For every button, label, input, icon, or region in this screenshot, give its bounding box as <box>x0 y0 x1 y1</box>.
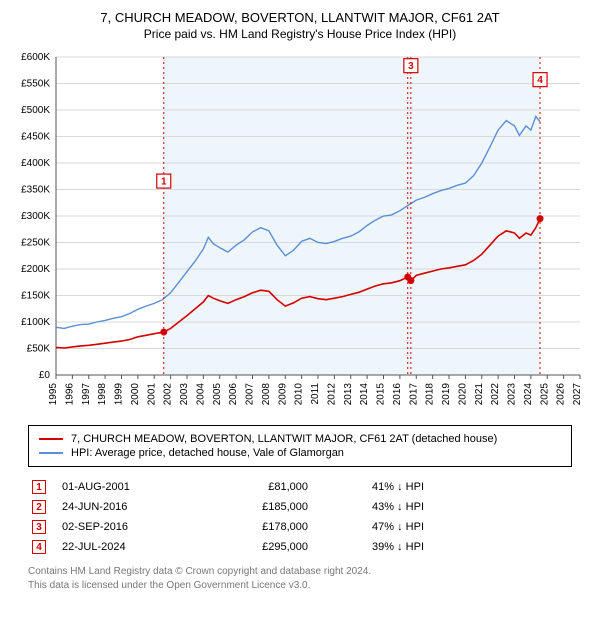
row-marker: 4 <box>32 540 46 554</box>
svg-text:2009: 2009 <box>277 383 288 406</box>
svg-text:2015: 2015 <box>376 383 387 406</box>
price-chart: £0 £50K £100K £150K £200K £250K £300K £350K £400… <box>8 51 592 411</box>
table-row: 3 02-SEP-2016 £178,000 47% ↓ HPI <box>28 517 572 537</box>
legend-swatch <box>39 438 63 440</box>
legend-swatch <box>39 452 63 454</box>
page-subtitle: Price paid vs. HM Land Registry's House … <box>8 27 592 41</box>
svg-text:£100K: £100K <box>21 317 50 328</box>
legend-item: HPI: Average price, detached house, Vale… <box>39 446 561 460</box>
table-row: 1 01-AUG-2001 £81,000 41% ↓ HPI <box>28 477 572 497</box>
svg-text:2027: 2027 <box>572 383 583 406</box>
svg-text:2006: 2006 <box>228 383 239 406</box>
svg-text:2012: 2012 <box>326 383 337 406</box>
footer-line-2: This data is licensed under the Open Gov… <box>28 579 572 593</box>
svg-text:2010: 2010 <box>294 383 305 406</box>
svg-text:£550K: £550K <box>21 79 50 90</box>
footer-attribution: Contains HM Land Registry data © Crown c… <box>28 565 572 592</box>
svg-text:2013: 2013 <box>343 383 354 406</box>
svg-text:2008: 2008 <box>261 383 272 406</box>
svg-text:2014: 2014 <box>359 383 370 406</box>
svg-text:£400K: £400K <box>21 158 50 169</box>
row-price: £185,000 <box>218 501 308 513</box>
row-price: £178,000 <box>218 521 308 533</box>
svg-text:2018: 2018 <box>425 383 436 406</box>
svg-text:2004: 2004 <box>195 383 206 406</box>
svg-text:4: 4 <box>537 75 543 86</box>
svg-text:3: 3 <box>408 61 414 72</box>
legend-item: 7, CHURCH MEADOW, BOVERTON, LLANTWIT MAJ… <box>39 432 561 446</box>
svg-text:2021: 2021 <box>474 383 485 406</box>
svg-text:2023: 2023 <box>507 383 518 406</box>
svg-text:1998: 1998 <box>97 383 108 406</box>
svg-text:2016: 2016 <box>392 383 403 406</box>
row-marker: 1 <box>32 480 46 494</box>
chart-svg: £0 £50K £100K £150K £200K £250K £300K £350K £400… <box>8 51 592 411</box>
svg-text:2020: 2020 <box>457 383 468 406</box>
svg-text:2022: 2022 <box>490 383 501 406</box>
svg-text:2011: 2011 <box>310 383 321 405</box>
svg-text:2019: 2019 <box>441 383 452 406</box>
svg-text:2026: 2026 <box>556 383 567 406</box>
legend-label: HPI: Average price, detached house, Vale… <box>71 447 344 459</box>
svg-text:£450K: £450K <box>21 132 50 143</box>
row-date: 22-JUL-2024 <box>62 541 202 553</box>
row-diff: 39% ↓ HPI <box>324 541 424 553</box>
svg-text:£300K: £300K <box>21 211 50 222</box>
svg-text:2002: 2002 <box>163 383 174 406</box>
svg-text:£50K: £50K <box>27 344 51 355</box>
row-date: 01-AUG-2001 <box>62 481 202 493</box>
row-marker: 2 <box>32 500 46 514</box>
row-date: 02-SEP-2016 <box>62 521 202 533</box>
svg-text:1999: 1999 <box>114 383 125 406</box>
row-diff: 47% ↓ HPI <box>324 521 424 533</box>
row-marker: 3 <box>32 520 46 534</box>
row-price: £295,000 <box>218 541 308 553</box>
footer-line-1: Contains HM Land Registry data © Crown c… <box>28 565 572 579</box>
svg-text:2024: 2024 <box>523 383 534 406</box>
legend: 7, CHURCH MEADOW, BOVERTON, LLANTWIT MAJ… <box>28 425 572 467</box>
row-date: 24-JUN-2016 <box>62 501 202 513</box>
svg-text:£200K: £200K <box>21 264 50 275</box>
svg-text:2017: 2017 <box>408 383 419 406</box>
svg-text:2001: 2001 <box>146 383 157 406</box>
svg-text:2007: 2007 <box>245 383 256 406</box>
svg-text:1996: 1996 <box>64 383 75 406</box>
page-title: 7, CHURCH MEADOW, BOVERTON, LLANTWIT MAJ… <box>8 10 592 25</box>
svg-text:£250K: £250K <box>21 238 50 249</box>
row-price: £81,000 <box>218 481 308 493</box>
row-diff: 43% ↓ HPI <box>324 501 424 513</box>
table-row: 4 22-JUL-2024 £295,000 39% ↓ HPI <box>28 537 572 557</box>
svg-text:1997: 1997 <box>81 383 92 406</box>
svg-text:2000: 2000 <box>130 383 141 406</box>
transactions-table: 1 01-AUG-2001 £81,000 41% ↓ HPI 2 24-JUN-2016… <box>28 477 572 557</box>
svg-text:1: 1 <box>161 177 167 188</box>
table-row: 2 24-JUN-2016 £185,000 43% ↓ HPI <box>28 497 572 517</box>
svg-text:2025: 2025 <box>539 383 550 406</box>
svg-text:2005: 2005 <box>212 383 223 406</box>
svg-text:2003: 2003 <box>179 383 190 406</box>
row-diff: 41% ↓ HPI <box>324 481 424 493</box>
svg-text:£350K: £350K <box>21 185 50 196</box>
svg-text:£500K: £500K <box>21 105 50 116</box>
legend-label: 7, CHURCH MEADOW, BOVERTON, LLANTWIT MAJ… <box>71 433 497 445</box>
svg-text:£0: £0 <box>39 370 51 381</box>
svg-text:£150K: £150K <box>21 291 50 302</box>
svg-text:£600K: £600K <box>21 52 50 63</box>
svg-text:1995: 1995 <box>48 383 59 406</box>
